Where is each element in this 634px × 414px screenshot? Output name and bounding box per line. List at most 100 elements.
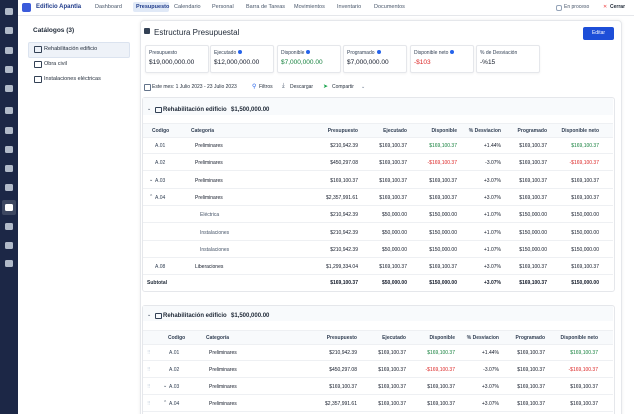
row-code: A.03 [155, 177, 166, 184]
summary-card [210, 45, 274, 73]
sidebar-icon[interactable] [5, 204, 13, 211]
sidebar-icon[interactable] [5, 27, 13, 34]
sidebar-icon[interactable] [5, 184, 13, 191]
sidebar-icon[interactable] [5, 223, 13, 230]
catalog-selected-bg [28, 42, 130, 58]
table-cell: $169,100.37 [519, 160, 547, 167]
sidebar-icon[interactable] [5, 8, 13, 15]
row-category: Preliminares [209, 367, 237, 373]
sidebar-icon[interactable] [5, 107, 13, 114]
sidebar-icon[interactable] [5, 146, 13, 153]
edit-button[interactable]: Editar [583, 27, 614, 40]
catalogs-title: Catálogos (3) [33, 27, 75, 34]
row-code: A.01 [169, 350, 180, 356]
card-value: $7,000,000.00 [281, 59, 323, 66]
table-cell: $169,100.37 [378, 401, 406, 407]
table-cell: +3.07% [481, 384, 499, 390]
table-cell: -$169,100.37 [568, 367, 598, 373]
columns-bg [143, 123, 613, 138]
expand-toggle[interactable]: ⌃ [149, 193, 154, 200]
sidebar-icon[interactable] [5, 242, 13, 249]
nav-tab[interactable]: Calendario [174, 4, 201, 10]
drag-handle: ⠿ [147, 384, 151, 390]
column-header: Codigo [152, 128, 170, 134]
expand-toggle[interactable]: ⌃ [163, 400, 168, 406]
table-cell: $169,100.37 [429, 143, 457, 149]
table-cell: -$169,100.37 [427, 160, 457, 167]
summary-card [145, 45, 209, 73]
row-code: A.08 [155, 264, 166, 271]
status-icon [556, 5, 562, 11]
table-cell: $150,000.00 [571, 212, 599, 219]
app-logo [22, 3, 31, 12]
subtotal-label: Subtotal [147, 279, 167, 286]
info-icon [377, 50, 381, 54]
table-cell: +1.07% [483, 212, 501, 219]
status[interactable]: En proceso [564, 4, 590, 10]
share-button[interactable]: Compartir [332, 84, 354, 90]
row-category: Eléctrica [200, 212, 220, 219]
table-cell: $2,357,991.61 [325, 401, 357, 407]
section-amount: $1,500,000.00 [231, 107, 270, 113]
table-cell: $169,100.37 [379, 177, 407, 184]
expand-toggle[interactable]: ⌄ [163, 383, 168, 389]
nav-tab[interactable]: Documentos [374, 4, 405, 10]
nav-tab[interactable]: Inventario [337, 4, 362, 10]
table-cell: $150,000.00 [519, 229, 547, 236]
nav-tab[interactable]: Personal [212, 4, 234, 10]
column-header: Ejecutado [383, 128, 407, 134]
row-code: A.04 [169, 401, 180, 407]
table-cell: $50,000.00 [381, 212, 407, 219]
sidebar-icon[interactable] [5, 260, 13, 267]
table-cell: $169,100.37 [330, 279, 358, 286]
nav-tab[interactable]: Presupuesto [136, 4, 170, 10]
info-icon [238, 50, 242, 54]
table-cell: $1,299,334.04 [326, 264, 358, 271]
filter-button[interactable]: Filtros [259, 84, 273, 90]
summary-card [343, 45, 407, 73]
catalog-item[interactable]: Rehabilitación edificio [44, 46, 98, 52]
catalog-item[interactable]: Instalaciones eléctricas [44, 76, 101, 82]
tab-active-bg [133, 2, 169, 12]
column-header: Programado [517, 128, 547, 134]
sidebar-icon[interactable] [5, 127, 13, 134]
sidebar-icon[interactable] [5, 66, 13, 73]
card-value: $12,000,000.00 [214, 59, 260, 66]
table-cell: -3.07% [483, 367, 499, 373]
table-cell: $210,942.39 [330, 229, 358, 236]
row-category: Instalaciones [200, 246, 230, 253]
table-cell: $169,100.37 [570, 401, 598, 407]
table-cell: $169,100.37 [517, 384, 545, 390]
table-cell: +3.07% [483, 177, 501, 184]
app-title: Edificio Apantla [36, 4, 82, 10]
row-divider [143, 274, 613, 276]
table-cell: $169,100.37 [379, 143, 407, 149]
table-cell: $169,100.37 [571, 194, 599, 201]
row-code: A.04 [155, 194, 166, 201]
section-title: Rehabilitación edificio [163, 313, 227, 319]
column-header: Disponible neto [561, 128, 600, 134]
download-button[interactable]: Descargar [290, 84, 314, 90]
catalog-item[interactable]: Obra civil [44, 61, 67, 67]
section-header-bg [143, 98, 613, 115]
nav-tab[interactable]: Movimientos [294, 4, 325, 10]
nav-tab[interactable]: Barra de Tareas [246, 4, 286, 10]
table-cell: $210,942.39 [330, 212, 358, 219]
section-box [142, 97, 615, 292]
expand-toggle[interactable]: ⌄ [149, 176, 154, 183]
close-button[interactable]: Cerrar [610, 4, 626, 10]
table-cell: $150,000.00 [429, 279, 457, 286]
folder-icon [34, 61, 42, 68]
date-filter[interactable]: Este mes: 1 Julio 2023 - 23 Julio 2023 [152, 84, 237, 90]
folder-icon [155, 313, 162, 319]
table-cell: $169,100.37 [379, 160, 407, 167]
section-box [142, 305, 615, 414]
card-value: $19,000,000.00 [149, 59, 195, 66]
folder-icon [34, 76, 42, 83]
sidebar-icon[interactable] [5, 47, 13, 54]
summary-card [476, 45, 540, 73]
row-category: Preliminares [195, 143, 223, 149]
sidebar-icon[interactable] [5, 165, 13, 172]
nav-tab[interactable]: Dashboard [95, 4, 122, 10]
sidebar-icon[interactable] [5, 85, 13, 92]
